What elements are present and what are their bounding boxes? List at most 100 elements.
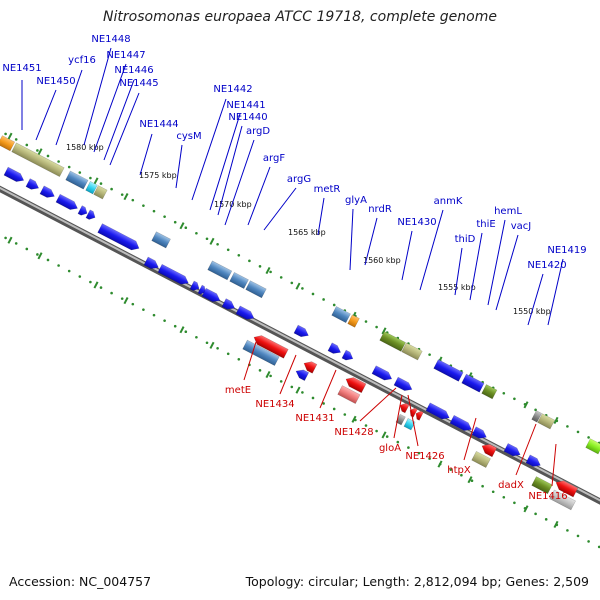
bottom-scale-dot bbox=[184, 330, 188, 334]
bottom-scale-tick bbox=[437, 460, 443, 468]
NE1442-fwd-gene bbox=[77, 205, 88, 216]
map-title: Nitrosomonas europaea ATCC 19718, comple… bbox=[103, 9, 497, 25]
argD-fwd-gene bbox=[143, 256, 159, 269]
NE1431-gene bbox=[345, 377, 367, 394]
top-scale-tick bbox=[523, 401, 529, 409]
dadX-hit-gene bbox=[531, 476, 553, 495]
glyA-gene bbox=[331, 306, 351, 324]
top-gene-label: NE1445 bbox=[119, 78, 158, 89]
top-scale-dot bbox=[131, 198, 135, 202]
NE1440-fwd-gene bbox=[97, 223, 140, 251]
bottom-scale-tick bbox=[179, 326, 185, 334]
top-label-leader bbox=[487, 219, 506, 306]
top-label-leader bbox=[527, 273, 544, 326]
bottom-scale-dot bbox=[36, 253, 39, 256]
NE1430-fwd-gene bbox=[293, 324, 309, 338]
NE1428-gene bbox=[399, 402, 410, 414]
bottom-scale-dot bbox=[460, 473, 463, 477]
bottom-scale-dot bbox=[428, 457, 431, 460]
dadX-gene bbox=[555, 480, 579, 498]
top-gene-label: NE1450 bbox=[36, 76, 75, 87]
NE1420-gene bbox=[531, 410, 542, 423]
top-label-leader bbox=[191, 98, 227, 201]
top-label-leader bbox=[109, 92, 140, 166]
bottom-scale-dot bbox=[4, 236, 7, 240]
bottom-scale-dot bbox=[343, 413, 347, 416]
argD-gene bbox=[207, 260, 233, 281]
kbp-label: 1570 kbp bbox=[214, 200, 252, 209]
top-scale-dot bbox=[205, 237, 209, 241]
top-gene-label: NE1447 bbox=[106, 50, 145, 61]
bottom-scale-dot bbox=[226, 352, 230, 356]
top-gene-label: NE1441 bbox=[226, 100, 265, 111]
bottom-scale-dot bbox=[57, 264, 60, 267]
metR-fwd-gene bbox=[197, 284, 206, 295]
top-scale-tick bbox=[381, 327, 387, 335]
top-scale-dot bbox=[322, 298, 325, 301]
nrdR-fwd-gene bbox=[221, 298, 236, 310]
top-scale-dot bbox=[67, 165, 71, 169]
top-label-leader bbox=[175, 144, 183, 189]
bottom-scale-dot bbox=[481, 484, 484, 488]
bottom-scale-dot bbox=[513, 501, 516, 505]
top-gene-label: argF bbox=[263, 153, 285, 164]
bottom-label-leader bbox=[393, 394, 403, 439]
top-scale-dot bbox=[279, 276, 283, 279]
vacJ-fwd-gene bbox=[393, 376, 413, 391]
metE-gene bbox=[253, 335, 289, 359]
bottom-scale-dot bbox=[502, 495, 506, 499]
top-scale-dot bbox=[99, 182, 103, 185]
accession-label: Accession: NC_004757 bbox=[9, 574, 152, 589]
bottom-gene-label: gloA bbox=[379, 443, 401, 454]
bottom-scale-tick bbox=[209, 341, 215, 349]
bottom-gene-label: htpX bbox=[447, 465, 471, 476]
NE1426-gene bbox=[415, 410, 424, 421]
top-scale-dot bbox=[587, 436, 590, 439]
NE1416-hit-gene bbox=[549, 489, 576, 511]
top-scale-dot bbox=[226, 248, 230, 252]
kbp-label: 1555 kbp bbox=[438, 283, 476, 292]
top-scale-dot bbox=[89, 176, 92, 180]
bottom-gene-label: NE1426 bbox=[405, 451, 444, 462]
bottom-scale-dot bbox=[576, 534, 580, 538]
bottom-scale-dot bbox=[279, 380, 283, 383]
bottom-scale-dot bbox=[566, 529, 569, 532]
top-gene-label: NE1448 bbox=[91, 34, 130, 45]
bottom-label-leader bbox=[279, 354, 297, 395]
anmK-fwd-gene bbox=[235, 305, 255, 320]
top-label-leader bbox=[55, 69, 83, 146]
bottom-label-leader bbox=[319, 369, 337, 409]
bottom-gene-label: NE1428 bbox=[334, 427, 373, 438]
top-label-leader bbox=[103, 79, 135, 161]
top-scale-dot bbox=[566, 425, 569, 428]
top-scale-dot bbox=[428, 353, 431, 356]
bottom-scale-tick bbox=[351, 415, 357, 423]
top-gene-label: hemL bbox=[494, 206, 522, 217]
top-scale-dot bbox=[290, 281, 294, 285]
NE1419-fwd-gene bbox=[449, 414, 472, 431]
bottom-scale-dot bbox=[205, 341, 209, 345]
bottom-scale-dot bbox=[322, 402, 325, 405]
bottom-gene-label: NE1431 bbox=[295, 413, 334, 424]
bottom-scale-dot bbox=[449, 468, 453, 471]
bottom-scale-tick bbox=[295, 386, 301, 394]
top-scale-dot bbox=[195, 231, 198, 235]
bottom-scale-dot bbox=[385, 435, 389, 438]
bottom-scale-dot bbox=[269, 374, 272, 378]
bottom-scale-dot bbox=[375, 429, 378, 433]
top-scale-tick bbox=[295, 282, 301, 290]
top-gene-label: anmK bbox=[434, 196, 463, 207]
bottom-scale-dot bbox=[110, 291, 113, 295]
cysM-fwd-gene bbox=[55, 193, 78, 210]
top-label-leader bbox=[93, 63, 127, 153]
argG-gene bbox=[245, 280, 267, 299]
top-gene-label: thiD bbox=[455, 234, 476, 245]
top-scale-dot bbox=[301, 287, 304, 290]
top-gene-label: metR bbox=[314, 184, 341, 195]
top-scale-dot bbox=[216, 242, 219, 246]
bottom-label-leader bbox=[515, 423, 537, 476]
bottom-scale-dot bbox=[364, 424, 368, 427]
bottom-scale-dot bbox=[407, 446, 410, 449]
bottom-scale-dot bbox=[470, 479, 474, 483]
